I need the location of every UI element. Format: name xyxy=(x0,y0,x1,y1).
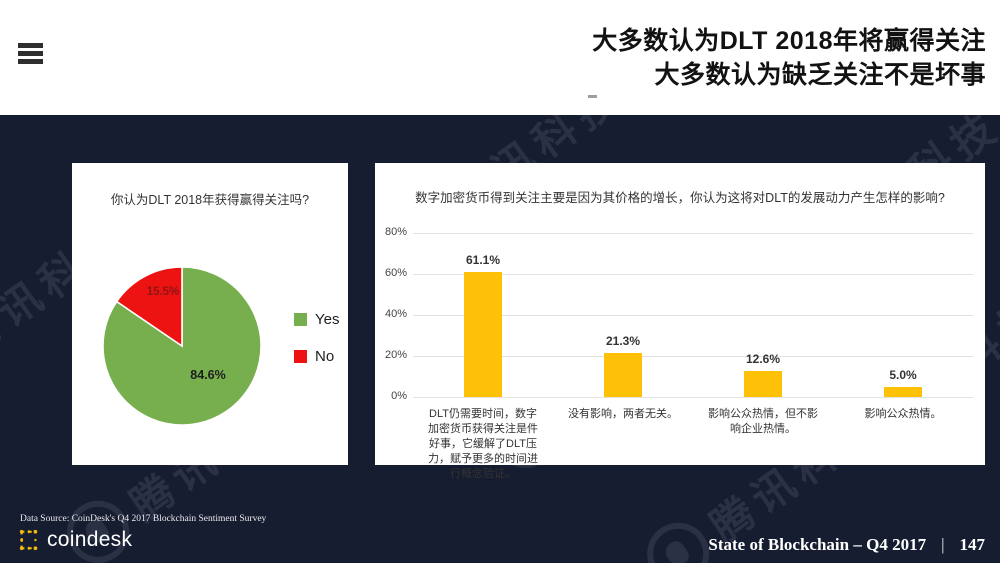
header-bar: 大多数认为DLT 2018年将赢得关注 大多数认为缺乏关注不是坏事 xyxy=(0,0,1000,115)
bar-value-label: 12.6% xyxy=(745,352,781,367)
bar-chart-title: 数字加密货币得到关注主要是因为其价格的增长，你认为这将对DLT的发展动力产生怎样… xyxy=(415,191,945,205)
slide-footer-info: State of Blockchain – Q4 2017 | 147 xyxy=(708,535,985,555)
coindesk-logo-icon xyxy=(19,529,38,551)
bar-value-label: 5.0% xyxy=(889,367,917,382)
bar-chart-panel: 数字加密货币得到关注主要是因为其价格的增长，你认为这将对DLT的发展动力产生怎样… xyxy=(375,163,985,480)
bar-column: 12.6% xyxy=(693,233,833,397)
page-title: 大多数认为DLT 2018年将赢得关注 大多数认为缺乏关注不是坏事 xyxy=(592,24,986,92)
gridline xyxy=(413,397,973,398)
page-title-line1: 大多数认为DLT 2018年将赢得关注 xyxy=(592,27,986,55)
gridline xyxy=(413,315,973,316)
legend-item-no: No xyxy=(294,348,339,365)
bar-value-label: 21.3% xyxy=(605,334,641,349)
legend-item-yes: Yes xyxy=(294,311,339,328)
x-axis-category: 影响公众热情，但不影响企业热情。 xyxy=(708,408,818,435)
bar-value-label: 61.1% xyxy=(465,252,501,267)
report-title: State of Blockchain – Q4 2017 xyxy=(708,535,927,554)
bar-column: 5.0% xyxy=(833,233,973,397)
page-number: 147 xyxy=(959,535,986,554)
data-source-note: Data Source: CoinDesk's Q4 2017 Blockcha… xyxy=(20,514,267,524)
bar xyxy=(464,271,502,397)
y-axis-tick: 60% xyxy=(384,267,407,279)
pie-chart-title: 你认为DLT 2018年获得赢得关注吗? xyxy=(110,193,310,207)
page-title-line2: 大多数认为缺乏关注不是坏事 xyxy=(654,61,986,89)
title-dash-mark xyxy=(588,95,597,98)
bar xyxy=(744,371,782,397)
legend-swatch-no xyxy=(294,350,307,363)
pie-chart xyxy=(102,266,262,426)
bar xyxy=(604,353,642,397)
bar-plot-area: 61.1% 21.3% 12.6% 5.0% xyxy=(413,233,973,398)
pie-legend: Yes No xyxy=(294,311,339,365)
x-axis-category: DLT仍需要时间，数字加密货币获得关注是件好事，它缓解了DLT压力，赋予更多的时… xyxy=(428,408,538,480)
coindesk-logo: coindesk xyxy=(18,528,132,552)
y-axis-tick: 40% xyxy=(384,308,407,320)
x-axis-category: 没有影响，两者无关。 xyxy=(568,408,678,420)
gridline xyxy=(413,274,973,275)
bar-column: 21.3% xyxy=(553,233,693,397)
footer-separator: | xyxy=(941,535,945,554)
bar-column: 61.1% xyxy=(413,233,553,397)
bars-row: 61.1% 21.3% 12.6% 5.0% xyxy=(413,233,973,397)
legend-swatch-yes xyxy=(294,313,307,326)
legend-label-yes: Yes xyxy=(315,311,340,328)
hamburger-menu-icon[interactable] xyxy=(18,43,43,64)
x-axis-category: 影响公众热情。 xyxy=(864,408,942,420)
gridline xyxy=(413,356,973,357)
bar xyxy=(884,386,922,397)
pie-slice-no xyxy=(115,266,183,348)
legend-label-no: No xyxy=(315,348,335,365)
y-axis-tick: 80% xyxy=(384,226,407,238)
y-axis-tick: 0% xyxy=(391,390,407,402)
pie-chart-panel: 你认为DLT 2018年获得赢得关注吗? 15.5% 84.6% Yes No xyxy=(72,163,348,465)
y-axis-tick: 20% xyxy=(384,349,407,361)
x-axis-labels: DLT仍需要时间，数字加密货币获得关注是件好事，它缓解了DLT压力，赋予更多的时… xyxy=(413,407,973,482)
coindesk-wordmark: coindesk xyxy=(47,528,133,551)
pie-slice-label-yes: 84.6% xyxy=(190,368,226,382)
pie-slice-label-no: 15.5% xyxy=(146,286,180,298)
gridline xyxy=(413,233,973,234)
